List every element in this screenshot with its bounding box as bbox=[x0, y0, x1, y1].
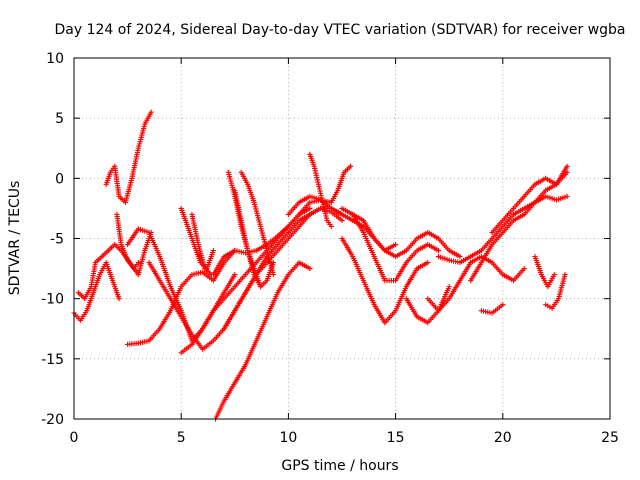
data-series-arc-10 bbox=[189, 211, 214, 278]
data-point bbox=[328, 223, 334, 230]
data-point bbox=[347, 163, 354, 169]
data-series-arc-28 bbox=[478, 302, 506, 316]
data-point bbox=[446, 284, 452, 290]
y-tick-label: 10 bbox=[46, 51, 64, 67]
data-series-arc-29 bbox=[532, 253, 557, 290]
data-point bbox=[435, 247, 442, 254]
x-tick-label: 20 bbox=[494, 430, 512, 446]
data-point bbox=[270, 272, 276, 278]
x-tick-label: 5 bbox=[177, 430, 186, 446]
data-series-arc-27 bbox=[489, 163, 570, 236]
y-tick-label: -20 bbox=[41, 412, 64, 428]
y-tick-label: 0 bbox=[55, 171, 64, 187]
data-series-arc-19 bbox=[328, 163, 354, 205]
data-point bbox=[257, 284, 264, 290]
y-tick-label: -5 bbox=[50, 232, 64, 248]
data-point bbox=[564, 163, 570, 169]
data-point bbox=[210, 247, 216, 254]
data-series-arc-25 bbox=[435, 193, 570, 266]
data-point bbox=[270, 259, 276, 266]
data-series-arc-11 bbox=[212, 259, 313, 422]
data-series-arc-8 bbox=[178, 205, 313, 356]
x-tick-label: 25 bbox=[601, 430, 619, 446]
data-point bbox=[116, 296, 122, 302]
data-point bbox=[562, 272, 568, 278]
x-tick-label: 10 bbox=[279, 430, 297, 446]
data-series-arc-9 bbox=[178, 205, 216, 272]
data-series-arc-7 bbox=[146, 205, 345, 352]
data-point bbox=[148, 109, 154, 115]
data-series-arc-18 bbox=[307, 151, 334, 230]
data-series-arc-16 bbox=[210, 197, 334, 278]
data-point bbox=[135, 259, 141, 266]
data-point bbox=[232, 272, 238, 278]
data-point bbox=[457, 253, 463, 260]
y-axis-label: SDTVAR / TECUs bbox=[7, 181, 23, 296]
x-axis-label: GPS time / hours bbox=[281, 458, 398, 474]
data-point bbox=[564, 193, 570, 199]
y-tick-label: 5 bbox=[55, 111, 64, 127]
data-layer bbox=[71, 109, 570, 422]
data-point bbox=[393, 241, 399, 248]
data-series-arc-30 bbox=[543, 272, 568, 311]
x-tick-label: 0 bbox=[70, 430, 79, 446]
data-series-arc-14 bbox=[232, 187, 264, 290]
data-point bbox=[521, 265, 527, 272]
axis-layer: 0 5 10 15 20 25 -20 -15 -10 -5 0 5 10 bbox=[41, 51, 619, 446]
data-point bbox=[551, 272, 557, 278]
data-series-arc-20 bbox=[339, 235, 431, 326]
data-series-arc-3 bbox=[103, 109, 154, 205]
data-series-arc-26 bbox=[468, 169, 570, 284]
data-series-arc-4 bbox=[114, 211, 141, 272]
data-point bbox=[339, 217, 345, 224]
data-series-arc-23 bbox=[403, 284, 452, 326]
x-tick-label: 15 bbox=[387, 430, 405, 446]
data-point bbox=[425, 259, 431, 266]
data-point bbox=[500, 302, 506, 308]
data-series-arc-22 bbox=[350, 211, 463, 260]
data-point bbox=[307, 265, 313, 272]
data-point bbox=[307, 205, 313, 212]
y-tick-label: -10 bbox=[41, 292, 64, 308]
data-series-arc-1 bbox=[71, 259, 122, 323]
data-series-arc-21 bbox=[339, 205, 442, 284]
chart-title: Day 124 of 2024, Sidereal Day-to-day VTE… bbox=[54, 22, 625, 38]
y-tick-label: -15 bbox=[41, 352, 64, 368]
